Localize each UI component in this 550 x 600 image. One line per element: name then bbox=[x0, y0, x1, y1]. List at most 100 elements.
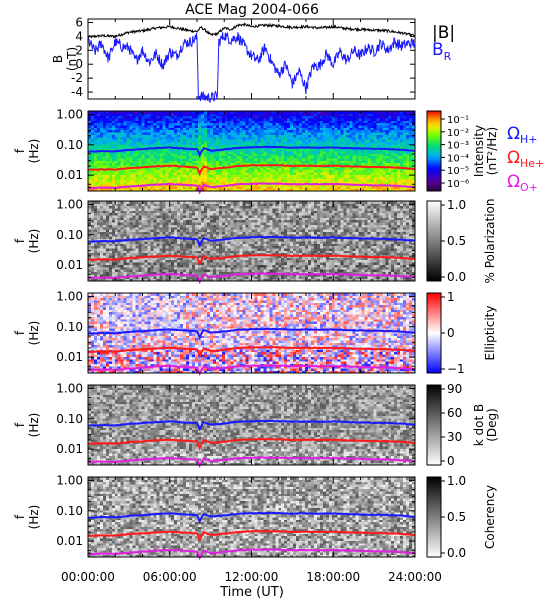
spectrum-cell bbox=[394, 176, 398, 180]
spectrum-cell bbox=[144, 278, 148, 282]
spectrum-cell bbox=[227, 134, 232, 138]
spectrum-cell bbox=[224, 151, 229, 154]
spectrum-cell bbox=[302, 181, 306, 185]
spectrum-cell bbox=[132, 245, 136, 249]
spectrum-cell bbox=[168, 143, 172, 147]
spectrum-cell bbox=[189, 111, 193, 114]
spectrum-cell bbox=[147, 129, 151, 133]
spectrum-cell bbox=[129, 146, 133, 150]
spectrum-cell bbox=[257, 186, 261, 190]
spectrum-cell bbox=[126, 241, 131, 244]
spectrum-cell bbox=[123, 273, 128, 277]
spectrum-cell bbox=[409, 141, 413, 145]
spectrum-cell bbox=[391, 146, 395, 150]
spectrum-cell bbox=[379, 158, 383, 161]
spectrum-cell bbox=[159, 208, 163, 211]
spectrum-cell bbox=[156, 179, 160, 182]
spectrum-cell bbox=[227, 146, 232, 150]
spectrum-cell bbox=[132, 174, 136, 178]
spectrum-cell bbox=[394, 165, 398, 168]
spectrum-cell bbox=[111, 165, 116, 168]
spectrum-cell bbox=[254, 127, 258, 131]
spectrum-cell bbox=[138, 153, 142, 157]
spectrum-cell bbox=[177, 181, 181, 185]
spectrum-cell bbox=[409, 118, 413, 121]
spectrum-cell bbox=[99, 229, 104, 232]
spectrum-cell bbox=[171, 120, 175, 124]
spectrum-cell bbox=[355, 167, 359, 171]
spectrum-cell bbox=[150, 241, 154, 244]
spectrum-cell bbox=[394, 146, 398, 150]
spectrum-cell bbox=[105, 169, 110, 173]
spectrum-cell bbox=[192, 129, 196, 133]
spectrum-cell bbox=[385, 158, 389, 161]
spectrum-cell bbox=[406, 115, 410, 119]
spectrum-cell bbox=[361, 176, 365, 180]
spectrum-cell bbox=[99, 208, 104, 211]
spectrum-cell bbox=[287, 143, 291, 147]
curve-label-h-plus: ΩH+ bbox=[507, 124, 538, 146]
spectrum-cell bbox=[135, 219, 139, 223]
spectrum-cell bbox=[183, 248, 187, 251]
spectrum-cell bbox=[200, 111, 205, 114]
spectrum-cell bbox=[197, 125, 202, 128]
spectrum-cell bbox=[153, 210, 157, 214]
spectrum-cell bbox=[93, 271, 98, 275]
spectrum-cell bbox=[168, 269, 172, 272]
spectrum-cell bbox=[144, 113, 148, 117]
spectrum-cell bbox=[197, 127, 202, 131]
spectrum-cell bbox=[293, 174, 297, 178]
spectrum-cell bbox=[376, 176, 380, 180]
spectrum-cell bbox=[367, 141, 371, 145]
spectrum-cell bbox=[370, 118, 374, 121]
spectrum-cell bbox=[355, 141, 359, 145]
spectrum-cell bbox=[281, 136, 285, 140]
spectrum-cell bbox=[358, 120, 362, 124]
spectrum-cell bbox=[290, 158, 294, 161]
spectrum-cell bbox=[403, 172, 407, 175]
spectrum-cell bbox=[296, 127, 300, 131]
spectrum-cell bbox=[293, 172, 297, 175]
spectrum-cell bbox=[102, 266, 107, 270]
spectrum-cell bbox=[370, 129, 374, 133]
spectrum-cell bbox=[111, 155, 116, 159]
spectrum-cell bbox=[174, 179, 178, 182]
spectrum-cell bbox=[168, 217, 172, 221]
spectrum-cell bbox=[144, 136, 148, 140]
spectrum-cell bbox=[364, 111, 368, 114]
spectrum-cell bbox=[102, 181, 107, 185]
spectrum-cell bbox=[120, 125, 125, 128]
spectrum-cell bbox=[102, 174, 107, 178]
spectrum-cell bbox=[391, 132, 395, 135]
spectrum-cell bbox=[123, 134, 128, 138]
spectrum-cell bbox=[284, 158, 288, 161]
spectrum-cell bbox=[379, 181, 383, 185]
spectrum-cell bbox=[102, 248, 107, 251]
spectrum-cell bbox=[212, 181, 217, 185]
spectrum-cell bbox=[382, 136, 386, 140]
spectrum-cell bbox=[189, 134, 193, 138]
spectrum-cell bbox=[174, 273, 178, 277]
spectrum-cell bbox=[260, 132, 264, 135]
spectrum-cell bbox=[156, 248, 160, 251]
spectrum-cell bbox=[117, 132, 122, 135]
spectrum-cell bbox=[141, 153, 145, 157]
spectrum-cell bbox=[141, 222, 145, 225]
spectrum-cell bbox=[316, 162, 321, 166]
spectrum-cell bbox=[203, 176, 208, 180]
spectrum-cell bbox=[114, 219, 119, 223]
spectrum-cell bbox=[230, 169, 235, 173]
spectrum-cell bbox=[162, 111, 166, 114]
spectrum-cell bbox=[248, 141, 252, 145]
y-tick-label: 0 bbox=[75, 57, 83, 71]
spectrum-cell bbox=[197, 113, 202, 117]
spectrum-cell bbox=[135, 186, 139, 190]
spectrum-cell bbox=[319, 160, 324, 164]
spectrum-cell bbox=[150, 212, 154, 216]
spectrum-cell bbox=[120, 233, 125, 237]
spectrum-cell bbox=[159, 155, 163, 159]
spectrum-cell bbox=[281, 134, 285, 138]
spectrum-cell bbox=[183, 208, 187, 211]
spectrum-cell bbox=[159, 250, 163, 254]
spectrum-cell bbox=[111, 153, 116, 157]
